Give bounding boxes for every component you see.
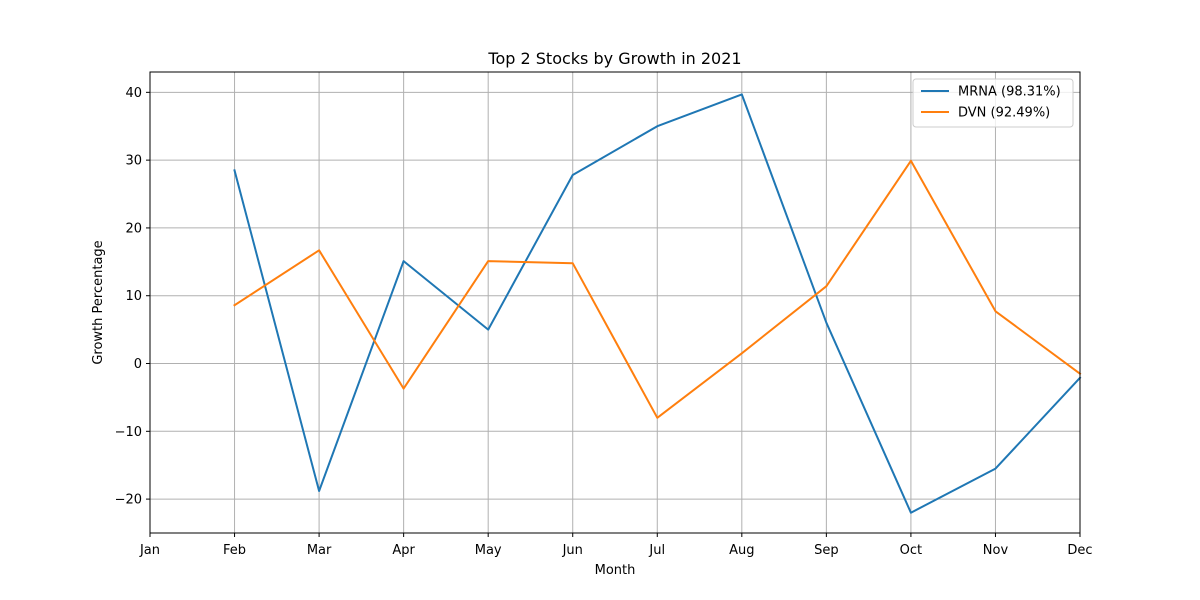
- chart-title: Top 2 Stocks by Growth in 2021: [487, 49, 741, 68]
- legend: MRNA (98.31%) DVN (92.49%): [912, 78, 1074, 128]
- x-tick-label: Aug: [729, 543, 754, 558]
- y-tick-label: −20: [115, 493, 142, 508]
- series-lines: [233, 93, 1082, 514]
- x-tick-label: Sep: [814, 543, 839, 558]
- legend-box: [912, 78, 1074, 128]
- x-tick-label: Jun: [562, 543, 583, 558]
- x-tick-label: Jan: [139, 543, 160, 558]
- x-tick-label: Dec: [1067, 543, 1092, 558]
- y-tick-label: −10: [115, 425, 142, 440]
- series-line-dvn: [233, 159, 1082, 419]
- y-axis-label: Growth Percentage: [91, 240, 106, 364]
- y-tick-label: 30: [125, 154, 142, 169]
- legend-label-dvn: DVN (92.49%): [958, 106, 1050, 121]
- y-tick-label: 10: [125, 289, 142, 304]
- x-tick-label: Mar: [307, 543, 332, 558]
- x-tick-label: Feb: [223, 543, 246, 558]
- legend-label-mrna: MRNA (98.31%): [958, 85, 1061, 100]
- x-tick-label: May: [475, 543, 502, 558]
- plot-frame: [149, 71, 1081, 534]
- x-tick-label: Apr: [392, 543, 415, 558]
- series-line-mrna: [233, 93, 1082, 514]
- x-tick-label: Jul: [648, 543, 665, 558]
- y-tick-label: 40: [125, 86, 142, 101]
- x-tick-label: Nov: [983, 543, 1009, 558]
- y-tick-label: 20: [125, 221, 142, 236]
- x-axis-label: Month: [595, 563, 636, 578]
- axis-ticks: Jan Feb Mar Apr May Jun Jul Aug Sep Oct Nov Dec −20 −…: [115, 86, 1093, 558]
- x-tick-label: Oct: [900, 543, 922, 558]
- y-tick-label: 0: [134, 357, 142, 372]
